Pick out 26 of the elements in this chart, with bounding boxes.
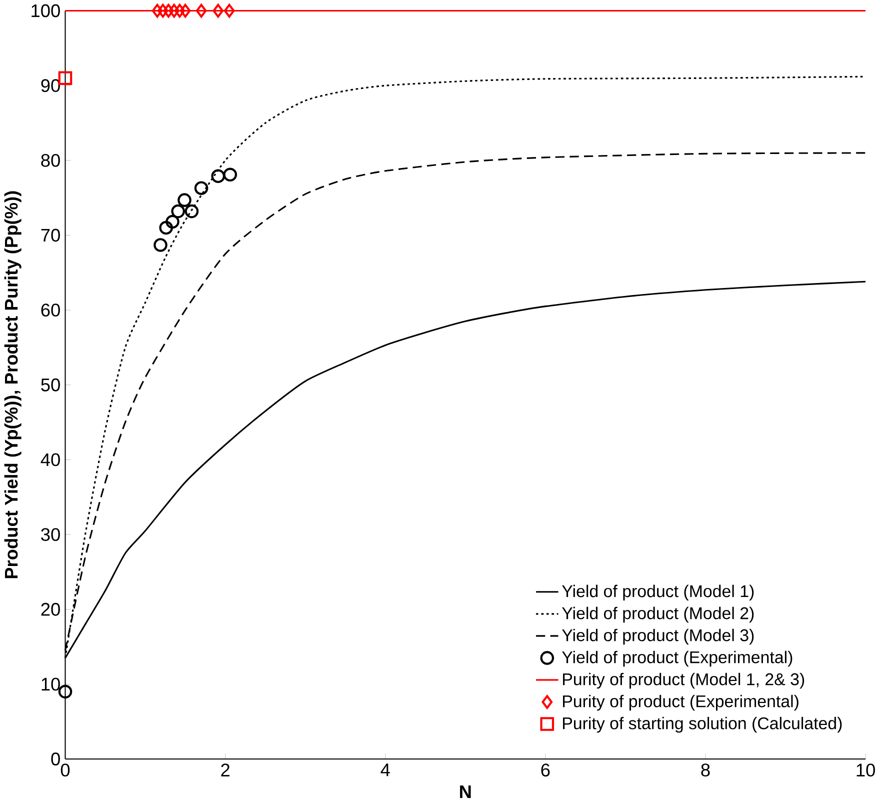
- y-tick-label: 60: [41, 303, 60, 316]
- legend-label: Yield of product (Model 1): [562, 584, 754, 600]
- legend-label: Yield of product (Model 2): [562, 606, 754, 622]
- y-tick-label: 20: [41, 602, 60, 616]
- y-tick-label: 0: [51, 752, 60, 766]
- legend-label: Yield of product (Model 3): [562, 628, 754, 644]
- y-tick-label: 70: [41, 228, 60, 242]
- legend-label: Purity of starting solution (Calculated): [563, 716, 842, 733]
- y-axis-title: Product Yield (Yp(%)), Product Purity (Pp(%)): [4, 191, 22, 578]
- x-tick-label: 0: [60, 763, 70, 776]
- x-axis-title: N: [460, 785, 471, 798]
- x-tick-label: 8: [701, 763, 710, 776]
- x-tick-label: 6: [541, 763, 550, 776]
- x-tick-label: 4: [380, 763, 390, 776]
- y-tick-label: 40: [40, 453, 60, 466]
- legend-label: Purity of product (Experimental): [563, 694, 798, 710]
- y-tick-label: 30: [41, 528, 60, 541]
- y-tick-label: 80: [41, 154, 60, 167]
- x-tick-label: 10: [856, 763, 875, 776]
- legend-label: Purity of product (Model 1, 2& 3): [563, 672, 804, 688]
- legend-label: Yield of product (Experimental): [562, 650, 792, 666]
- y-tick-label: 100: [32, 4, 60, 18]
- y-tick-label: 90: [41, 78, 60, 92]
- x-tick-label: 2: [221, 763, 230, 776]
- y-tick-label: 50: [41, 378, 60, 392]
- y-tick-label: 10: [42, 678, 60, 690]
